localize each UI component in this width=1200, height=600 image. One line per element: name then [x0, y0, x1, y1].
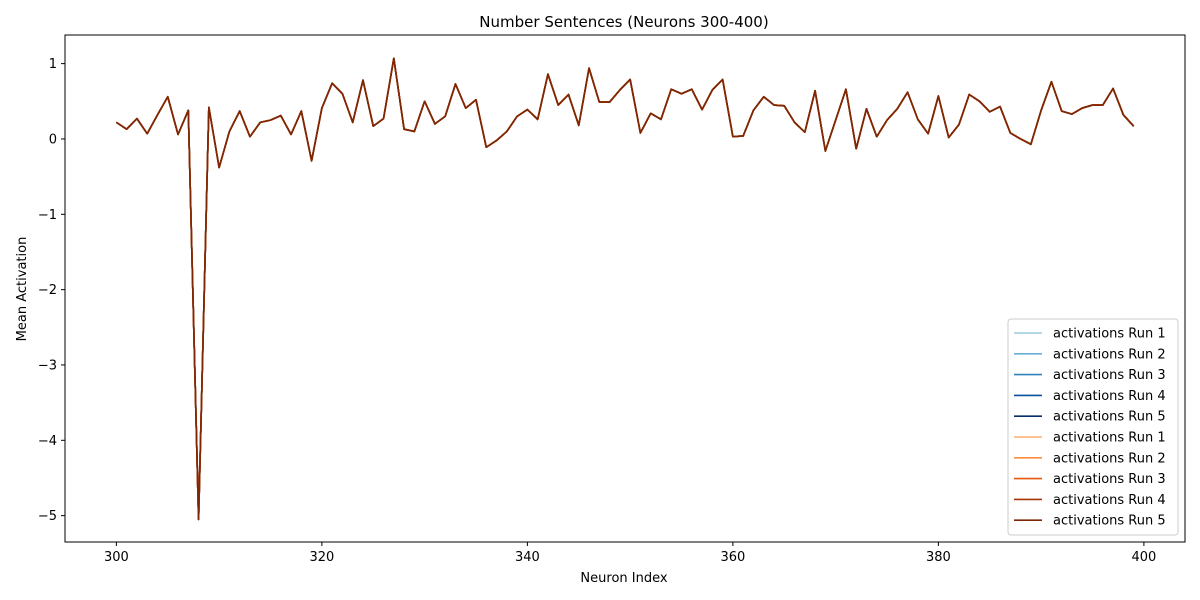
axes-frame: [64, 34, 1186, 543]
legend-label: activations Run 5: [1053, 410, 1166, 425]
y-axis: 1 0 −1 −2 −3 −4 −5: [38, 57, 65, 524]
x-tick-label: 340: [515, 550, 540, 565]
legend-label: activations Run 4: [1053, 493, 1166, 508]
x-tick-label: 300: [104, 550, 129, 565]
legend-label: activations Run 3: [1053, 472, 1166, 487]
legend-box: [1007, 318, 1179, 536]
x-tick-label: 400: [1131, 550, 1156, 565]
y-tick-label: 0: [49, 132, 57, 147]
series-line-10: [115, 57, 1135, 521]
legend-label: activations Run 2: [1053, 347, 1166, 362]
y-tick-label: −1: [38, 208, 57, 223]
x-axis: 300 320 340 360 380 400: [104, 542, 1156, 565]
y-tick-label: −3: [38, 358, 57, 373]
legend-label: activations Run 5: [1053, 514, 1166, 529]
y-tick-label: 1: [49, 57, 57, 72]
legend-label: activations Run 4: [1053, 389, 1166, 404]
legend: activations Run 1 activations Run 2 activa…: [1007, 318, 1179, 536]
x-axis-label: Neuron Index: [580, 571, 667, 586]
y-tick-label: −5: [38, 509, 57, 524]
y-axis-label: Mean Activation: [15, 237, 30, 342]
series-layer: [115, 57, 1135, 521]
x-tick-label: 380: [926, 550, 951, 565]
y-tick-label: −2: [38, 283, 57, 298]
legend-label: activations Run 3: [1053, 368, 1166, 383]
y-tick-label: −4: [38, 434, 57, 449]
legend-label: activations Run 1: [1053, 327, 1166, 342]
x-tick-label: 360: [720, 550, 745, 565]
legend-label: activations Run 2: [1053, 451, 1166, 466]
chart-title: Number Sentences (Neurons 300-400): [479, 13, 768, 31]
legend-label: activations Run 1: [1053, 431, 1166, 446]
x-tick-label: 320: [309, 550, 334, 565]
